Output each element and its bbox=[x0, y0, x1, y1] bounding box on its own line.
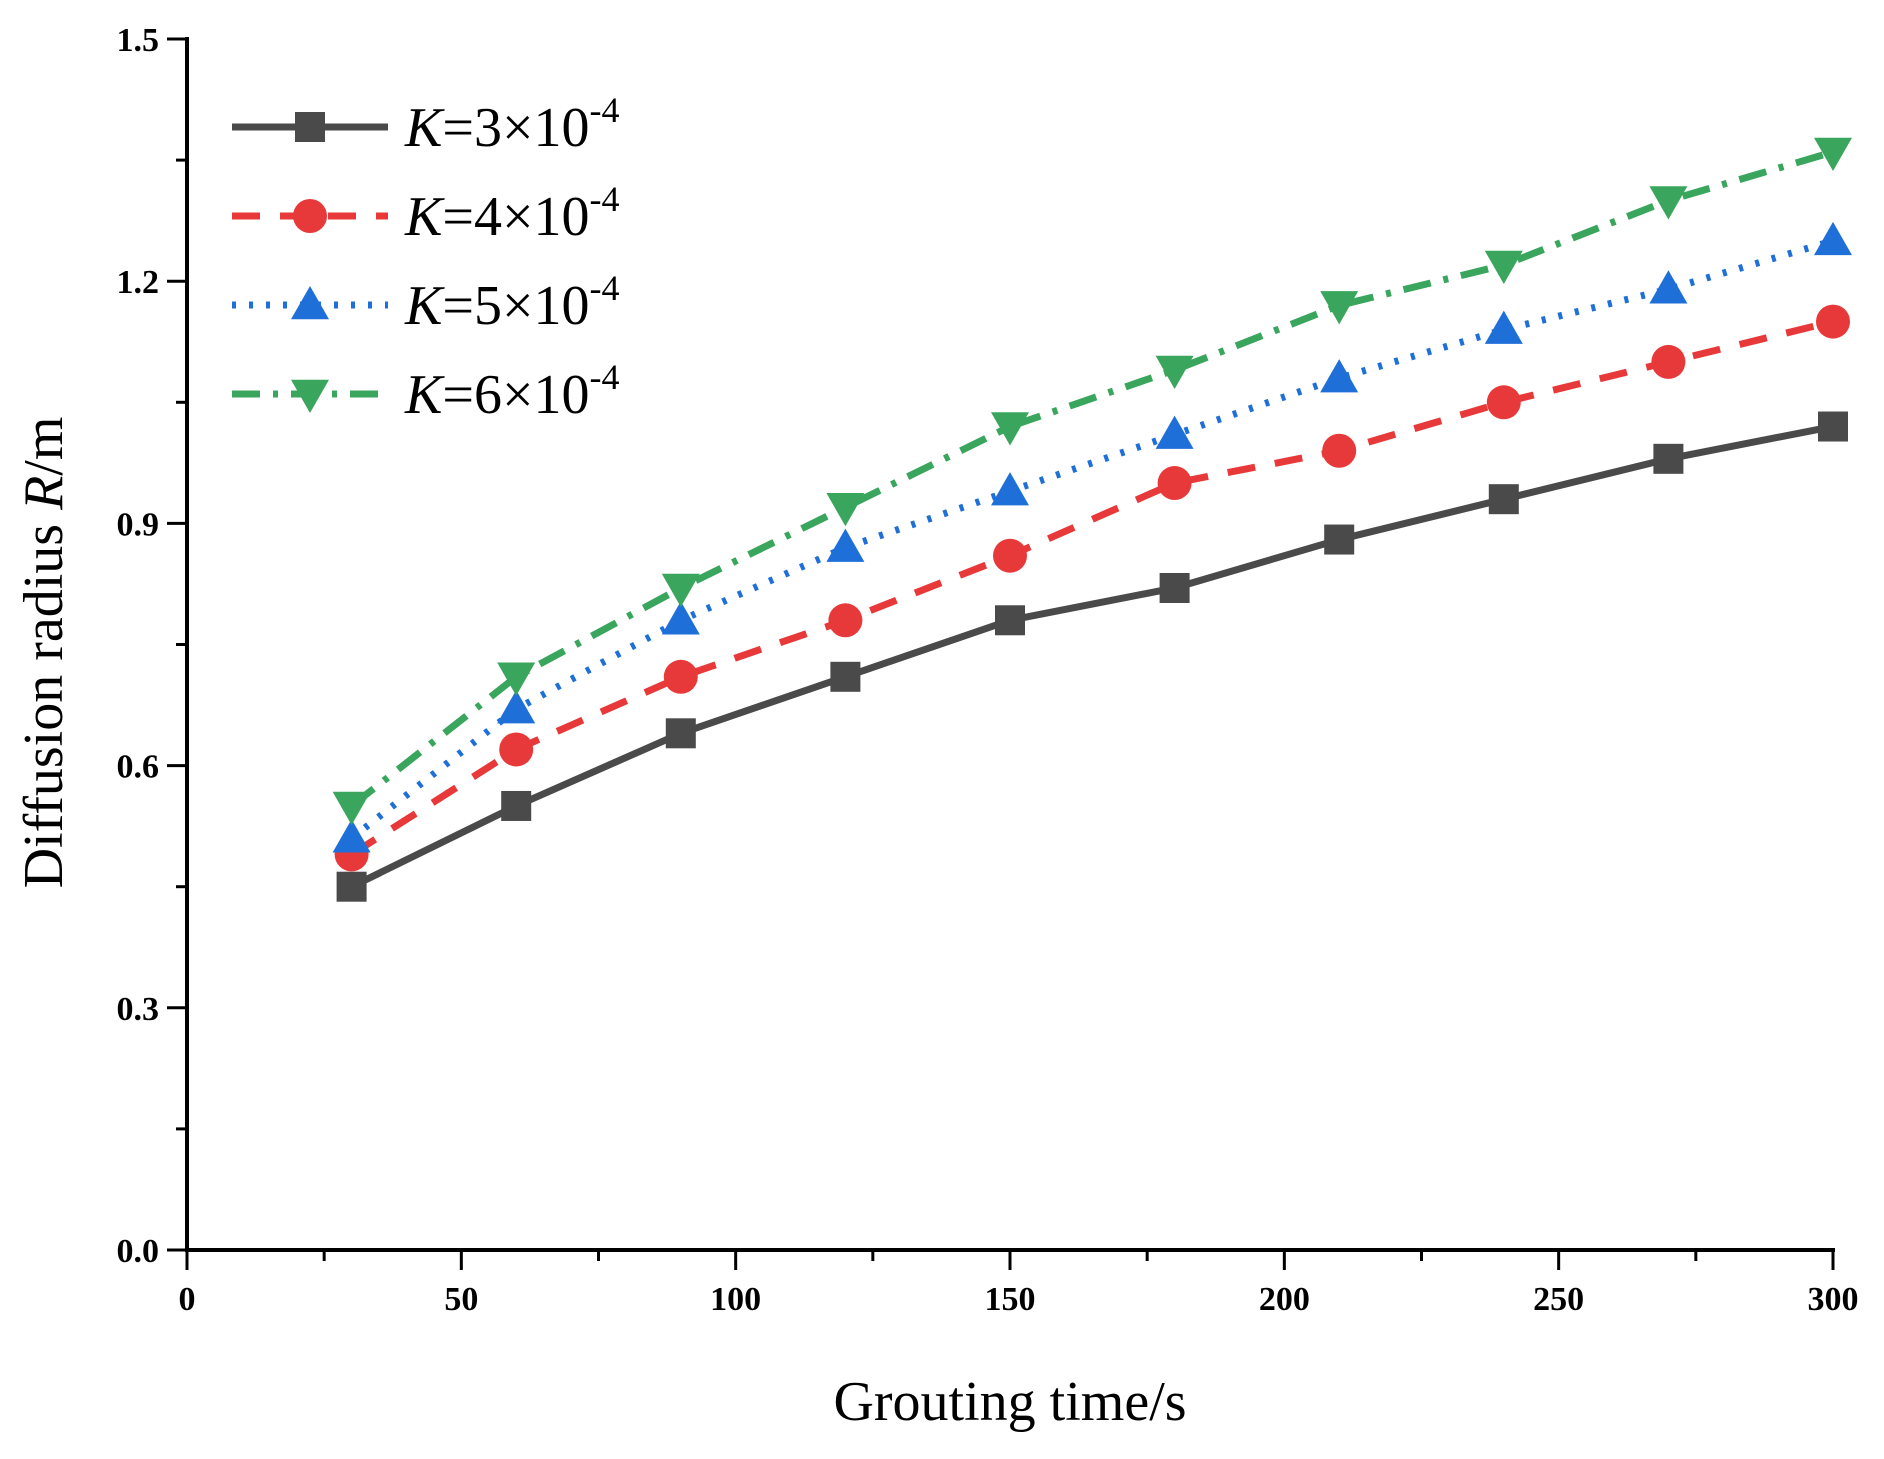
legend: K=3×10-4K=4×10-4K=5×10-4K=6×10-4 bbox=[232, 90, 620, 426]
legend-label-exponent: -4 bbox=[590, 90, 620, 130]
data-point bbox=[1320, 291, 1359, 325]
data-point bbox=[1155, 415, 1194, 449]
data-point bbox=[1484, 310, 1523, 344]
axes: 0 50 100 150 200 250 300 0.0 0.3 0.6 0.9 1.2 1.5 bbox=[117, 22, 1859, 1318]
legend-marker bbox=[291, 379, 329, 413]
legend-label-exponent: -4 bbox=[590, 179, 620, 219]
data-point bbox=[1651, 344, 1686, 379]
legend-label-k: K bbox=[404, 97, 445, 159]
legend-marker bbox=[295, 112, 325, 142]
data-point bbox=[1816, 304, 1850, 339]
legend-label-value: =3×10 bbox=[442, 97, 589, 159]
data-point bbox=[336, 871, 367, 902]
data-point bbox=[499, 732, 534, 767]
data-point bbox=[665, 718, 696, 749]
legend-label-k: K bbox=[404, 186, 445, 248]
x-tick-label: 50 bbox=[444, 1281, 478, 1318]
legend-label: K=5×10-4 bbox=[404, 268, 620, 337]
legend-label-k: K bbox=[404, 364, 445, 426]
x-tick-label: 0 bbox=[179, 1281, 196, 1318]
data-point bbox=[828, 603, 863, 638]
series-layer bbox=[332, 137, 1852, 902]
x-tick-label: 300 bbox=[1808, 1281, 1859, 1318]
data-point bbox=[1814, 137, 1852, 172]
data-point bbox=[1488, 484, 1519, 515]
legend-label-value: =6×10 bbox=[442, 364, 589, 426]
series-3 bbox=[332, 221, 1852, 853]
data-point bbox=[1324, 524, 1355, 555]
data-point bbox=[661, 573, 700, 607]
data-point bbox=[826, 528, 865, 562]
data-point bbox=[1159, 572, 1190, 603]
data-point bbox=[826, 493, 865, 527]
legend-label-value: =4×10 bbox=[442, 186, 589, 248]
x-tick-label: 150 bbox=[985, 1281, 1036, 1318]
data-point bbox=[1320, 359, 1359, 393]
data-point bbox=[497, 690, 536, 724]
y-tick-label: 0.9 bbox=[117, 506, 160, 543]
data-point bbox=[332, 819, 371, 853]
legend-entry-4: K=6×10-4 bbox=[232, 357, 620, 426]
y-axis-title-variable: R bbox=[13, 476, 75, 511]
legend-label: K=3×10-4 bbox=[404, 90, 620, 159]
x-tick-label: 100 bbox=[710, 1281, 761, 1318]
data-point bbox=[1818, 411, 1848, 442]
data-point bbox=[1322, 433, 1357, 468]
data-point bbox=[991, 412, 1029, 446]
legend-marker bbox=[293, 199, 327, 233]
data-point bbox=[661, 601, 700, 635]
data-point bbox=[332, 791, 371, 825]
y-tick-label: 1.2 bbox=[117, 264, 160, 301]
data-point bbox=[1486, 385, 1521, 420]
series-line bbox=[349, 148, 1834, 809]
data-point bbox=[1157, 466, 1192, 501]
y-axis-title-suffix: /m bbox=[13, 417, 75, 476]
legend-entry-2: K=4×10-4 bbox=[232, 179, 620, 248]
data-point bbox=[995, 605, 1025, 636]
legend-marker bbox=[291, 286, 329, 320]
legend-label: K=4×10-4 bbox=[404, 179, 620, 248]
y-tick-label: 0.0 bbox=[117, 1233, 160, 1270]
data-point bbox=[1649, 270, 1688, 304]
y-axis-title: Diffusion radius R/m bbox=[13, 417, 75, 889]
data-point bbox=[830, 661, 861, 692]
legend-label-value: =5×10 bbox=[442, 275, 589, 337]
legend-entry-3: K=5×10-4 bbox=[232, 268, 620, 337]
legend-entry-1: K=3×10-4 bbox=[232, 90, 620, 159]
data-point bbox=[1484, 250, 1523, 285]
legend-label-exponent: -4 bbox=[590, 268, 620, 308]
data-point bbox=[991, 472, 1029, 506]
x-axis-title: Grouting time/s bbox=[833, 1371, 1186, 1433]
legend-label-k: K bbox=[404, 275, 445, 337]
legend-label: K=6×10-4 bbox=[404, 357, 620, 426]
series-4 bbox=[332, 137, 1852, 825]
legend-label-exponent: -4 bbox=[590, 357, 620, 397]
data-point bbox=[993, 538, 1027, 573]
series-line bbox=[350, 423, 1834, 890]
data-point bbox=[1649, 186, 1688, 220]
data-point bbox=[1814, 221, 1852, 256]
data-point bbox=[497, 662, 536, 696]
data-point bbox=[501, 790, 532, 821]
y-axis-title-prefix: Diffusion radius bbox=[13, 510, 75, 889]
data-point bbox=[663, 659, 698, 694]
x-tick-label: 250 bbox=[1533, 1281, 1584, 1318]
data-point bbox=[1155, 355, 1194, 390]
y-tick-label: 1.5 bbox=[117, 22, 160, 59]
y-tick-label: 0.6 bbox=[117, 749, 160, 786]
series-1 bbox=[336, 411, 1848, 902]
y-tick-label: 0.3 bbox=[117, 991, 160, 1028]
data-point bbox=[1653, 443, 1684, 474]
x-tick-label: 200 bbox=[1259, 1281, 1310, 1318]
